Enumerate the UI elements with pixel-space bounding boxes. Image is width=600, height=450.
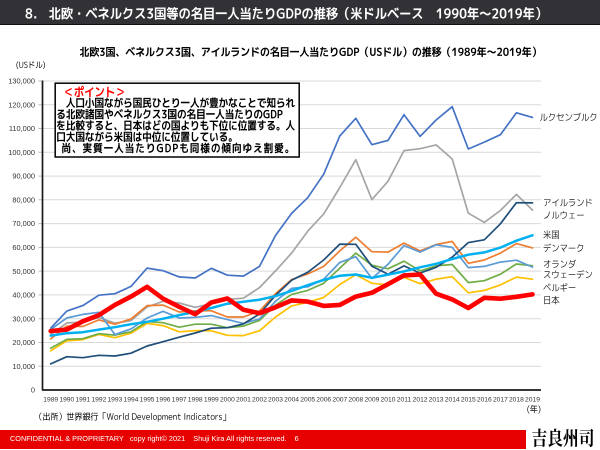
svg-text:2001: 2001 [236, 397, 251, 404]
svg-text:2012: 2012 [413, 397, 428, 404]
svg-text:1995: 1995 [140, 397, 155, 404]
svg-text:2008: 2008 [348, 397, 363, 404]
svg-text:1997: 1997 [172, 397, 187, 404]
svg-text:2009: 2009 [364, 397, 379, 404]
svg-text:2018: 2018 [509, 397, 524, 404]
svg-text:1994: 1994 [124, 397, 139, 404]
svg-text:2016: 2016 [477, 397, 492, 404]
svg-text:2005: 2005 [300, 397, 315, 404]
svg-text:20,000: 20,000 [12, 338, 35, 347]
svg-text:30,000: 30,000 [12, 314, 35, 323]
svg-text:90,000: 90,000 [12, 172, 35, 181]
svg-text:0: 0 [31, 386, 35, 395]
svg-text:100,000: 100,000 [8, 148, 35, 157]
svg-text:2002: 2002 [252, 397, 267, 404]
svg-text:2019: 2019 [525, 397, 540, 404]
svg-text:2006: 2006 [316, 397, 331, 404]
svg-text:1991: 1991 [75, 397, 90, 404]
svg-text:10,000: 10,000 [12, 362, 35, 371]
svg-text:2004: 2004 [284, 397, 299, 404]
svg-text:80,000: 80,000 [12, 195, 35, 204]
svg-text:1998: 1998 [188, 397, 203, 404]
svg-text:1993: 1993 [107, 397, 122, 404]
svg-text:2000: 2000 [220, 397, 235, 404]
svg-text:110,000: 110,000 [9, 124, 35, 133]
svg-text:1996: 1996 [156, 397, 171, 404]
svg-text:2015: 2015 [461, 397, 476, 404]
svg-text:130,000: 130,000 [8, 77, 35, 86]
svg-text:50,000: 50,000 [12, 267, 35, 276]
svg-text:2013: 2013 [429, 397, 444, 404]
svg-text:1989: 1989 [43, 397, 58, 404]
svg-text:2010: 2010 [381, 397, 396, 404]
svg-text:40,000: 40,000 [12, 291, 35, 300]
svg-text:2007: 2007 [332, 397, 347, 404]
svg-text:1992: 1992 [91, 397, 106, 404]
svg-text:1999: 1999 [204, 397, 219, 404]
svg-text:120,000: 120,000 [8, 100, 35, 109]
svg-text:2011: 2011 [397, 397, 412, 404]
svg-text:2017: 2017 [493, 397, 508, 404]
svg-text:2014: 2014 [445, 397, 460, 404]
svg-text:70,000: 70,000 [12, 219, 35, 228]
svg-text:60,000: 60,000 [12, 243, 35, 252]
svg-text:1990: 1990 [59, 397, 74, 404]
svg-text:2003: 2003 [268, 397, 283, 404]
